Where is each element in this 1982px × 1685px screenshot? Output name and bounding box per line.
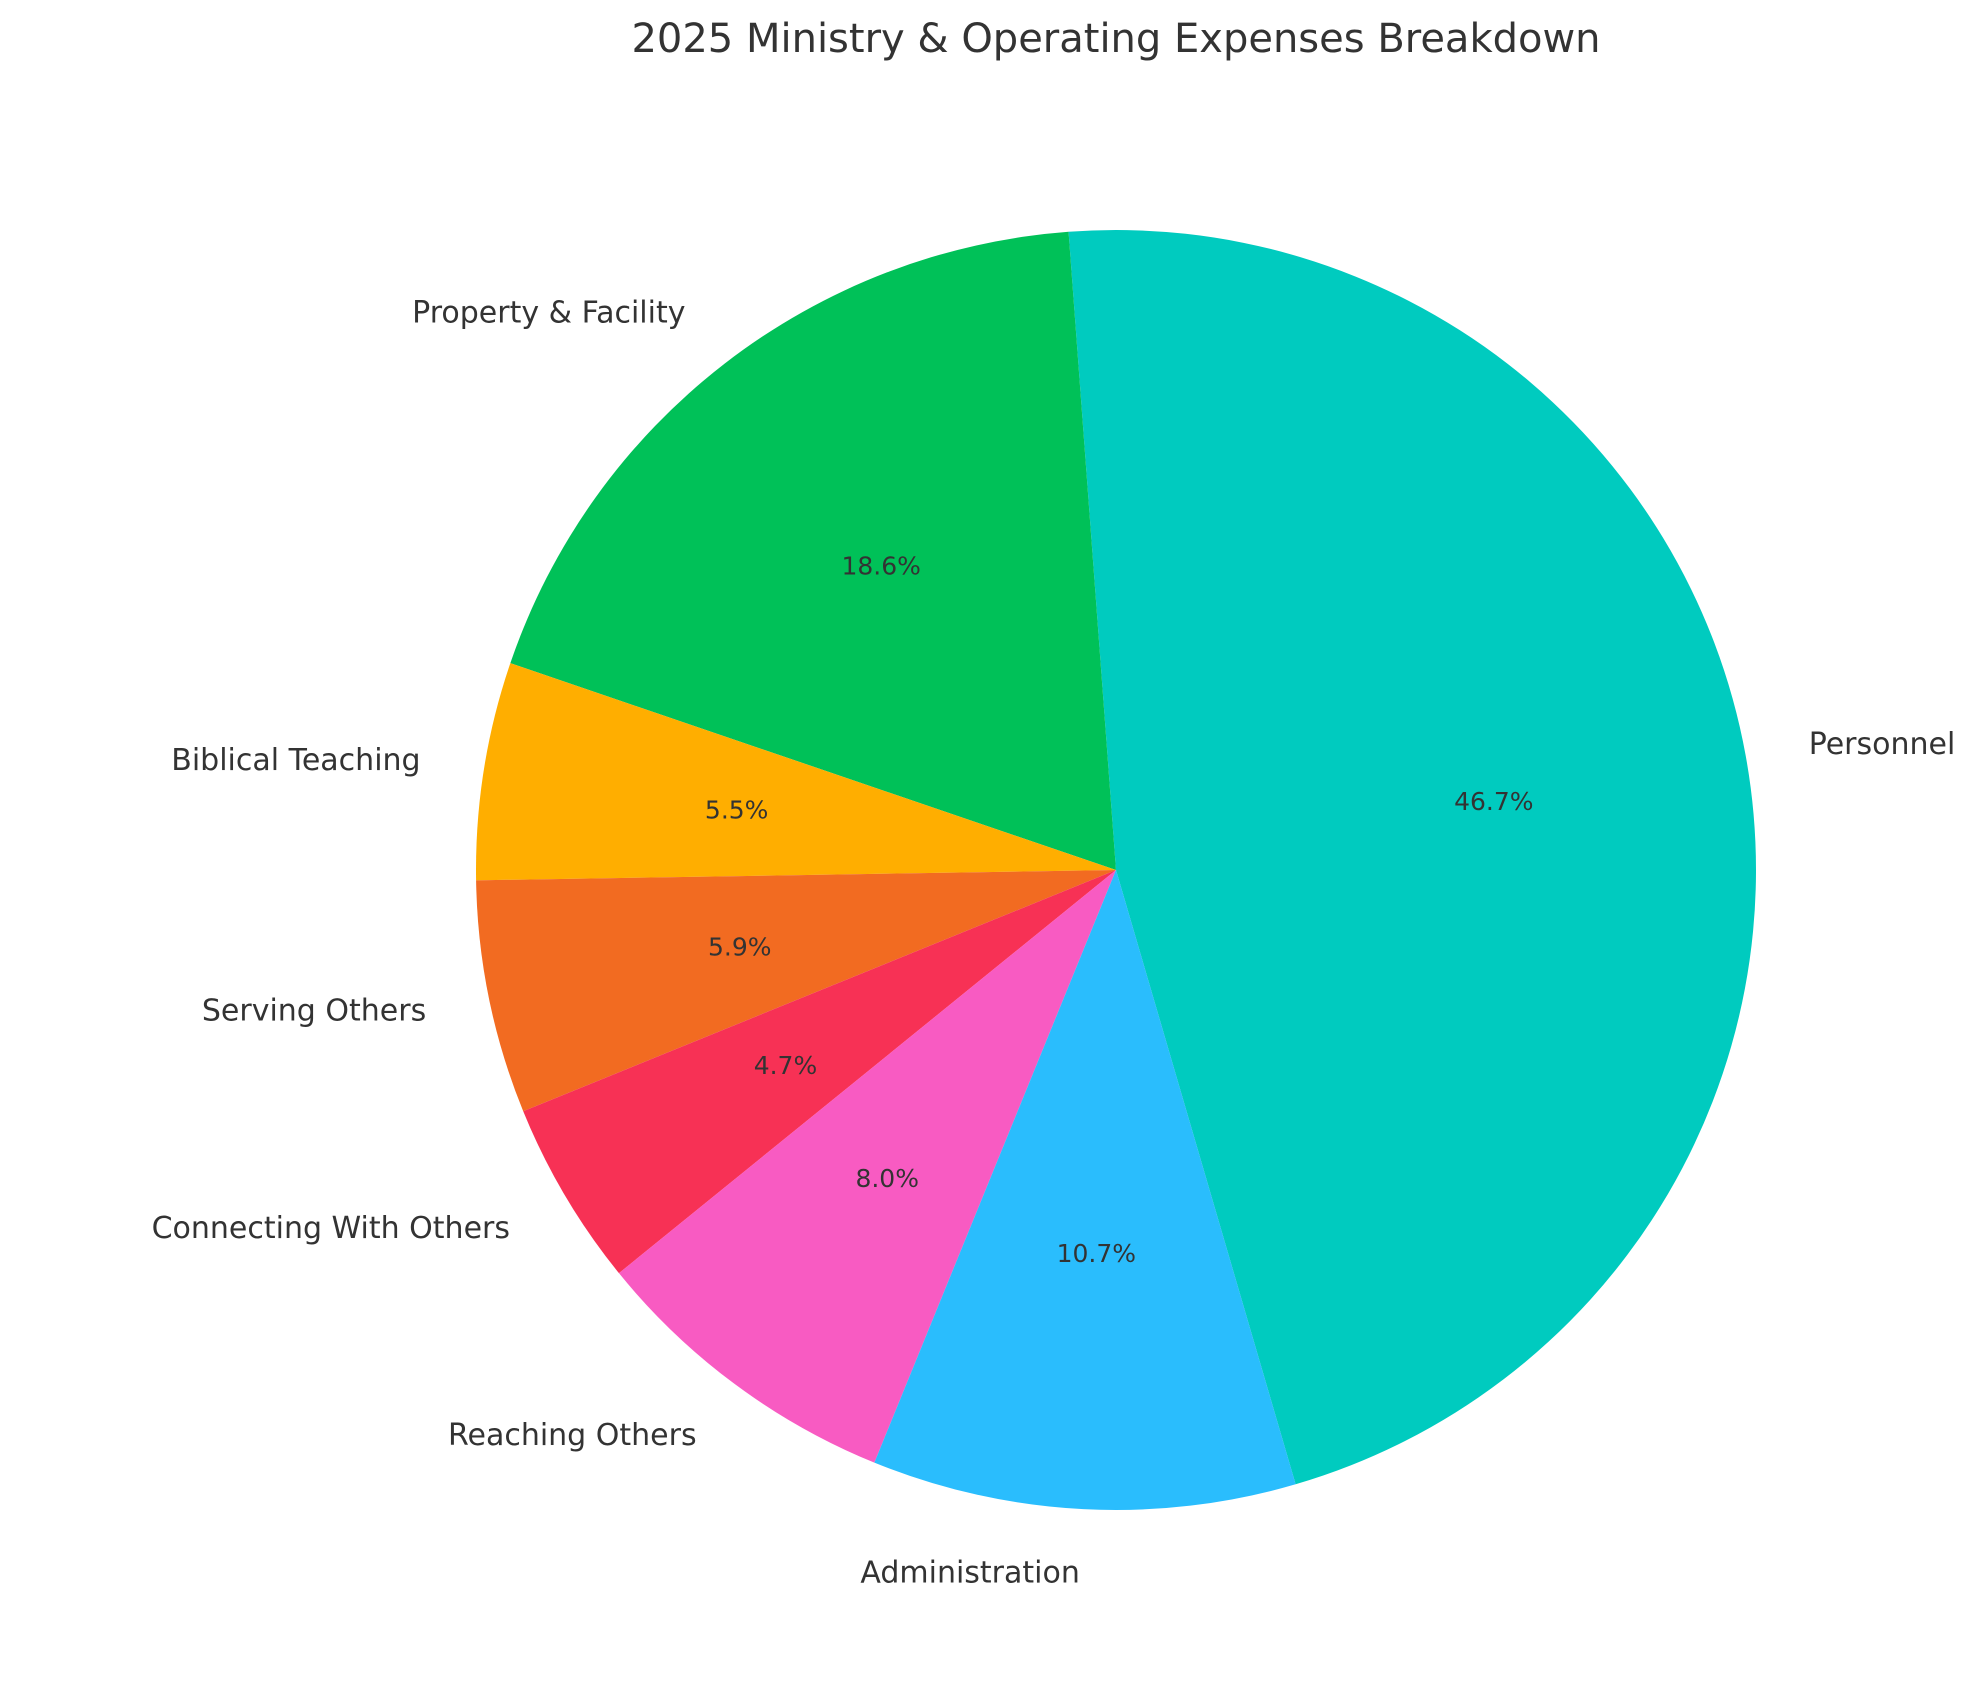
chart-title: 2025 Ministry & Operating Expenses Break…: [631, 16, 1600, 62]
percent-label-connecting-with-others: 4.7%: [754, 1051, 818, 1080]
slice-connecting-with-others: [523, 870, 1116, 1274]
percent-label-administration: 10.7%: [1057, 1239, 1136, 1268]
slice-property-and-facility: [510, 231, 1117, 870]
category-label-biblical-teaching: Biblical Teaching: [171, 743, 420, 778]
slice-administration: [874, 870, 1296, 1510]
pie-slices: [476, 229, 1756, 1510]
category-label-property-and-facility: Property & Facility: [412, 295, 685, 330]
category-label-administration: Administration: [860, 1556, 1080, 1591]
percent-label-personnel: 46.7%: [1454, 787, 1533, 816]
slice-reaching-others: [618, 870, 1116, 1463]
percent-label-biblical-teaching: 5.5%: [705, 796, 769, 825]
slice-biblical-teaching: [476, 663, 1116, 881]
slice-serving-others: [476, 870, 1116, 1112]
category-label-connecting-with-others: Connecting With Others: [152, 1211, 510, 1246]
category-label-serving-others: Serving Others: [202, 993, 426, 1028]
category-label-personnel: Personnel: [1809, 727, 1956, 762]
category-labels: Personnel Property & Facility Biblical Tea…: [152, 295, 1956, 1590]
percent-labels: 46.7% 18.6% 5.5% 5.9% 4.7% 8.0% 10.7%: [705, 552, 1534, 1268]
percent-label-property-and-facility: 18.6%: [841, 552, 920, 581]
category-label-reaching-others: Reaching Others: [448, 1418, 697, 1453]
slice-personnel: [1068, 229, 1756, 1485]
percent-label-serving-others: 5.9%: [708, 932, 772, 961]
percent-label-reaching-others: 8.0%: [855, 1164, 919, 1193]
